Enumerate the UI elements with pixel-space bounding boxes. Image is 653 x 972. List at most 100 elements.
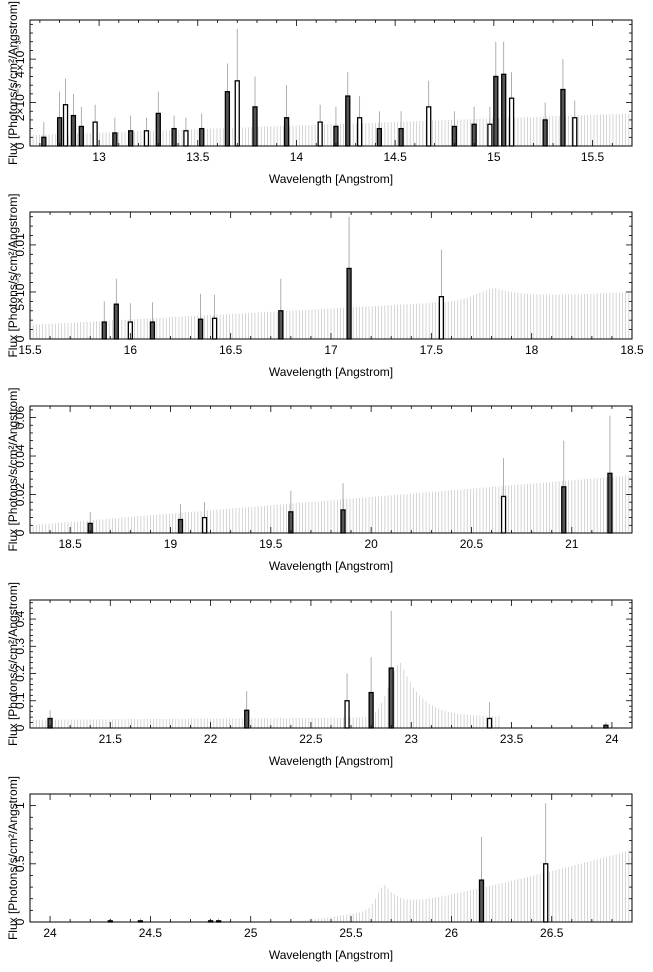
x-tick-label: 17 bbox=[324, 343, 338, 357]
line-bar bbox=[508, 97, 515, 147]
line-bar bbox=[252, 106, 258, 147]
y-tick-label: 0.04 bbox=[13, 444, 27, 468]
line-feature bbox=[112, 117, 118, 147]
x-tick-label: 19.5 bbox=[259, 537, 283, 551]
line-feature bbox=[560, 59, 566, 147]
x-tick-label: 13 bbox=[92, 150, 106, 164]
y-tick-label: 5×10⁻³ bbox=[13, 273, 27, 310]
line-bar bbox=[128, 130, 134, 147]
x-tick-label: 15 bbox=[487, 150, 501, 164]
line-feature bbox=[317, 104, 323, 147]
line-bar bbox=[493, 75, 499, 147]
y-tick-label: 0 bbox=[13, 918, 27, 925]
line-feature bbox=[56, 91, 63, 147]
y-axis-title: Flux [Photons/s/cm²/Angstrom] bbox=[6, 387, 20, 551]
x-tick-label: 22.5 bbox=[299, 732, 323, 746]
line-feature bbox=[346, 216, 352, 340]
line-bar bbox=[283, 117, 290, 147]
x-axis-title: Wavelength [Angstrom] bbox=[269, 559, 393, 573]
line-feature bbox=[398, 111, 404, 147]
plot-frame bbox=[29, 599, 633, 729]
line-bar bbox=[500, 495, 507, 534]
line-bar bbox=[199, 127, 205, 147]
x-tick-label: 18 bbox=[525, 343, 539, 357]
y-tick-label: 4×10⁻³ bbox=[13, 40, 27, 77]
y-tick-label: 0.06 bbox=[13, 406, 27, 430]
y-axis-title: Flux [Photons/s/cm²/Angstrom] bbox=[6, 1, 20, 165]
background-model bbox=[32, 662, 500, 728]
line-feature bbox=[572, 100, 578, 147]
line-feature bbox=[368, 657, 374, 729]
line-bar bbox=[542, 119, 548, 147]
x-tick-label: 26 bbox=[445, 926, 459, 940]
line-feature bbox=[171, 115, 177, 147]
x-tick-label: 20 bbox=[364, 537, 378, 551]
line-bar bbox=[288, 511, 294, 534]
line-feature bbox=[340, 482, 346, 534]
x-tick-label: 13.5 bbox=[186, 150, 210, 164]
line-feature bbox=[215, 918, 222, 923]
line-feature bbox=[101, 301, 107, 340]
line-bar bbox=[572, 117, 578, 147]
line-feature bbox=[87, 511, 93, 534]
y-tick-label: 0.01 bbox=[13, 233, 27, 257]
line-feature bbox=[137, 918, 144, 923]
line-bar bbox=[426, 106, 432, 147]
x-axis-title: Wavelength [Angstrom] bbox=[269, 754, 393, 768]
line-bar bbox=[388, 667, 394, 729]
line-feature bbox=[128, 115, 134, 147]
line-bar bbox=[155, 112, 161, 147]
line-bar bbox=[62, 104, 69, 147]
line-feature bbox=[155, 91, 161, 147]
line-bar bbox=[543, 863, 549, 923]
x-tick-label: 26.5 bbox=[540, 926, 564, 940]
line-feature bbox=[224, 63, 231, 147]
line-feature bbox=[62, 78, 69, 147]
line-feature bbox=[561, 440, 567, 534]
line-feature bbox=[486, 702, 493, 729]
line-feature bbox=[345, 72, 351, 147]
chart-panel-5: 24 24.5 25 25.5 26 26.5 0 0.5 1 Wavelength [Angst… bbox=[6, 776, 633, 962]
line-bar bbox=[112, 132, 118, 147]
line-feature bbox=[438, 249, 445, 340]
line-bar bbox=[149, 321, 156, 340]
line-bar bbox=[487, 123, 493, 147]
line-feature bbox=[426, 80, 432, 147]
x-tick-label: 18.5 bbox=[620, 343, 644, 357]
line-feature bbox=[603, 722, 609, 729]
chart-panel-2: 15.5 16 16.5 17 17.5 18 18.5 0 5×10⁻³ 0.01 Wavelen… bbox=[6, 193, 644, 379]
line-feature bbox=[78, 106, 84, 147]
x-axis-title: Wavelength [Angstrom] bbox=[269, 948, 393, 962]
line-bar bbox=[143, 130, 150, 147]
line-bar bbox=[346, 267, 352, 340]
line-feature bbox=[183, 117, 189, 147]
x-tick-label: 22 bbox=[204, 732, 218, 746]
x-tick-label: 16.5 bbox=[219, 343, 243, 357]
line-feature bbox=[471, 106, 477, 147]
x-tick-label: 18.5 bbox=[58, 537, 82, 551]
line-bar bbox=[177, 518, 184, 534]
x-tick-label: 21.5 bbox=[99, 732, 123, 746]
line-bar bbox=[345, 95, 351, 147]
line-feature bbox=[501, 41, 507, 147]
line-bar bbox=[78, 125, 84, 147]
x-tick-label: 15.5 bbox=[581, 150, 605, 164]
plot-frame bbox=[29, 19, 633, 147]
line-feature bbox=[201, 502, 208, 534]
line-feature bbox=[356, 96, 363, 147]
x-tick-label: 15.5 bbox=[18, 343, 42, 357]
background-model bbox=[32, 113, 630, 146]
x-tick-label: 23 bbox=[405, 732, 419, 746]
line-feature bbox=[607, 415, 613, 534]
line-bar bbox=[56, 117, 63, 147]
chart-panel-1: 13 13.5 14 14.5 15 15.5 0 2×10⁻³ 4×10⁻³ Wavelengt… bbox=[6, 1, 633, 186]
line-feature bbox=[244, 691, 250, 729]
y-axis-title: Flux [Photons/s/cm²/Angstrom] bbox=[6, 193, 20, 357]
line-bar bbox=[183, 130, 189, 147]
line-bar bbox=[201, 516, 208, 534]
x-tick-label: 25.5 bbox=[339, 926, 363, 940]
x-tick-label: 20.5 bbox=[460, 537, 484, 551]
line-bar bbox=[234, 80, 240, 147]
x-tick-label: 14 bbox=[290, 150, 304, 164]
line-feature bbox=[70, 93, 77, 147]
